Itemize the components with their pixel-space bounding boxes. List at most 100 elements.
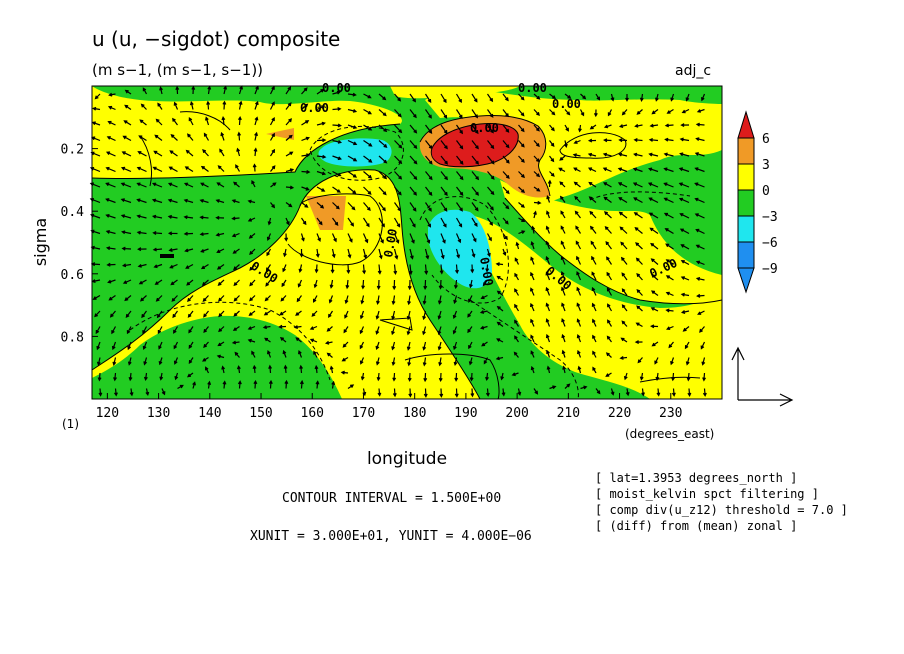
x-tick-label: 190 (454, 406, 477, 421)
x-tick-label: 150 (249, 406, 272, 421)
vector-arrow (456, 202, 463, 212)
x-tick-label: 200 (505, 406, 528, 421)
vector-arrow (169, 263, 178, 269)
vector-arrow (678, 182, 690, 188)
vector-arrow (345, 279, 350, 290)
vector-arrow (439, 388, 444, 398)
contour-interval: CONTOUR INTERVAL = 1.500E+00 (282, 491, 501, 506)
vector-arrow (455, 93, 462, 104)
vector-arrow (455, 217, 463, 228)
vector-arrow (222, 100, 227, 110)
vector-arrow (158, 341, 163, 350)
vector-arrow (592, 318, 597, 327)
vector-arrow (425, 155, 433, 165)
vector-arrow (561, 318, 566, 327)
vector-arrow (467, 326, 473, 334)
contour-solid (91, 123, 401, 180)
vector-arrow (285, 151, 294, 157)
vector-arrow (617, 167, 628, 173)
vector-arrow (266, 233, 272, 241)
vector-arrow (221, 365, 226, 374)
vector-arrow (495, 262, 504, 267)
vector-arrow (483, 357, 489, 365)
vector-arrow (651, 274, 659, 281)
legend: 6 3 0 −3 −6 −9 (737, 110, 778, 294)
vector-arrow (157, 326, 163, 335)
vector-arrow (249, 264, 256, 271)
contour-label: 0.00 (552, 97, 581, 111)
vector-arrow (470, 388, 475, 398)
vector-arrow (438, 279, 443, 290)
contour-solid (559, 132, 627, 159)
x-axis: 120 130 140 150 160 170 180 190 200 210 220 230 (96, 393, 683, 421)
vector-arrow (687, 388, 692, 397)
vector-arrow (663, 182, 674, 188)
vector-arrow (438, 372, 443, 383)
vector-arrow (236, 365, 241, 374)
vector-arrow (293, 325, 302, 329)
vector-arrow (105, 151, 116, 157)
x-tick-label: 130 (147, 406, 170, 421)
vector-arrow (247, 199, 256, 204)
x-axis-label: longitude (367, 449, 447, 469)
vector-arrow (635, 242, 643, 250)
vector-arrow (650, 324, 659, 329)
vector-arrow (95, 326, 101, 335)
vector-arrow (332, 90, 341, 95)
vector-arrow (154, 134, 163, 141)
vector-arrow (409, 155, 418, 165)
vector-arrow (363, 171, 373, 179)
vector-arrow (635, 322, 643, 328)
vector-arrow (167, 198, 178, 204)
vector-arrow (347, 139, 358, 146)
vector-arrow (153, 150, 163, 157)
vector-arrow (623, 372, 628, 381)
vector-arrow (680, 310, 690, 314)
vector-arrow (454, 388, 459, 398)
vector-arrow (587, 152, 597, 157)
region-positive-diagonal (92, 169, 480, 399)
vector-arrow (469, 279, 473, 289)
vector-arrow (560, 240, 566, 250)
vector-arrow (391, 341, 396, 351)
vector-arrow (235, 164, 241, 172)
vector-arrow (233, 295, 240, 302)
contour-label: 0.00 (300, 101, 329, 115)
note-line: [ (diff) from (mean) zonal ] (595, 519, 797, 533)
vector-arrow (665, 275, 674, 281)
vector-arrow (218, 326, 225, 333)
vector-arrow (269, 101, 275, 110)
vector-arrow (332, 217, 339, 227)
vector-arrow (487, 109, 494, 118)
vector-arrow (231, 232, 240, 238)
vector-arrow (94, 310, 101, 318)
vector-arrow (285, 202, 293, 208)
vector-arrow (233, 310, 240, 317)
vector-arrow (332, 202, 340, 210)
vector-arrow (156, 310, 163, 319)
region-positive-top-center (390, 86, 520, 99)
x-tick-label: 210 (557, 406, 580, 421)
vector-arrow (621, 288, 628, 296)
vector-arrow (576, 302, 582, 312)
vector-arrow (152, 247, 163, 252)
vector-arrow (496, 321, 504, 327)
vector-arrow (679, 152, 690, 157)
vector-arrow (376, 295, 380, 305)
vector-arrow (514, 257, 520, 265)
region-moderate-positive-mid (306, 196, 346, 230)
vector-arrow (127, 357, 132, 366)
vector-arrow (309, 325, 318, 330)
vector-arrow (518, 230, 526, 235)
legend-level: 6 (762, 132, 770, 147)
vector-arrow (301, 87, 308, 95)
vector-arrow (481, 341, 488, 347)
vector-arrow (591, 302, 597, 312)
vector-arrow (248, 310, 256, 316)
vector-arrow (264, 337, 271, 343)
vector-arrow (595, 388, 601, 395)
vector-arrow (518, 202, 525, 208)
legend-color-bottom (737, 267, 755, 294)
vector-arrow (120, 166, 132, 173)
vector-arrow (437, 295, 442, 305)
